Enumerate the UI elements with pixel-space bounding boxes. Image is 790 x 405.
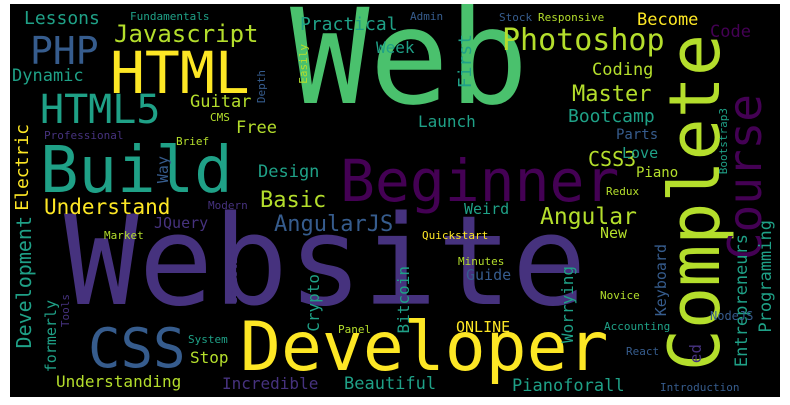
word-weird: Weird bbox=[464, 200, 510, 218]
word-guide: Guide bbox=[466, 266, 512, 284]
word-formerly: formerly bbox=[42, 300, 60, 373]
word-jquery: JQuery bbox=[154, 214, 209, 232]
word-incredible: Incredible bbox=[222, 374, 319, 393]
word-professional: Professional bbox=[44, 129, 124, 142]
word-stock: Stock bbox=[499, 11, 533, 24]
word-system: System bbox=[188, 333, 228, 346]
word-website: Website bbox=[64, 190, 587, 334]
word-development: Development bbox=[12, 216, 36, 349]
word-developer: Developer bbox=[240, 308, 609, 387]
word-practical: Practical bbox=[300, 14, 398, 35]
word-bootcamp: Bootcamp bbox=[568, 106, 655, 127]
word-php: PHP bbox=[30, 29, 99, 73]
word-parts: Parts bbox=[616, 127, 659, 143]
word-pianoforall: Pianoforall bbox=[512, 376, 625, 396]
word-angular: Angular bbox=[540, 204, 637, 230]
word-master: Master bbox=[572, 82, 652, 107]
word-design: Design bbox=[258, 162, 320, 182]
word-crypto: Crypto bbox=[304, 274, 323, 332]
word-love: Love bbox=[622, 144, 659, 162]
word-cloud: Web Website Complete Developer Build Cou… bbox=[10, 4, 780, 397]
word-programming: Programming bbox=[756, 220, 776, 333]
word-guitar: Guitar bbox=[190, 92, 252, 112]
word-free: Free bbox=[236, 118, 277, 138]
word-javascript: Javascript bbox=[114, 20, 259, 48]
word-modern: Modern bbox=[208, 199, 248, 212]
word-bootstrap3: Bootstrap3 bbox=[717, 108, 730, 175]
word-responsive: Responsive bbox=[538, 11, 605, 24]
word-introduction: Introduction bbox=[660, 381, 740, 394]
word-basic: Basic bbox=[260, 188, 327, 213]
word-code: Code bbox=[710, 22, 751, 42]
word-tools: Tools bbox=[59, 294, 72, 328]
word-react: React bbox=[626, 345, 660, 358]
word-keyboard: Keyboard bbox=[652, 244, 670, 317]
word-understanding: Understanding bbox=[56, 372, 182, 391]
word-online: ONLINE bbox=[456, 318, 511, 336]
word-brief: Brief bbox=[176, 135, 210, 148]
word-entrepreneurs: Entrepreneurs bbox=[732, 234, 752, 368]
word-way: Way bbox=[154, 156, 172, 184]
word-launch: Launch bbox=[418, 112, 476, 131]
word-css: CSS bbox=[88, 317, 186, 380]
word-cms: CMS bbox=[210, 111, 230, 124]
word-depth: Depth bbox=[255, 70, 268, 104]
word-panel: Panel bbox=[338, 323, 372, 336]
word-css3: CSS3 bbox=[588, 147, 637, 171]
word-market: Market bbox=[104, 229, 144, 242]
word-photoshop: Photoshop bbox=[502, 23, 665, 58]
word-ed: ed bbox=[686, 344, 705, 364]
word-web: Web bbox=[290, 4, 529, 135]
word-new: New bbox=[600, 224, 628, 242]
word-angularjs: AngularJS bbox=[274, 212, 394, 237]
word-accounting: Accounting bbox=[604, 320, 671, 333]
word-admin: Admin bbox=[410, 10, 444, 23]
word-dynamic: Dynamic bbox=[12, 66, 84, 86]
word-week: Week bbox=[376, 38, 415, 57]
word-understand: Understand bbox=[44, 195, 171, 219]
word-redux: Redux bbox=[606, 185, 640, 198]
word-novice: Novice bbox=[600, 289, 640, 302]
word-worrying: Worrying bbox=[558, 266, 577, 344]
word-easily: Easily bbox=[297, 44, 310, 84]
word-lessons: Lessons bbox=[24, 8, 100, 29]
word-html5: HTML5 bbox=[40, 87, 161, 133]
word-fundamentals: Fundamentals bbox=[130, 10, 210, 23]
word-bitcoin: Bitcoin bbox=[394, 266, 413, 334]
word-html: HTML bbox=[110, 39, 250, 107]
word-coding: Coding bbox=[592, 60, 654, 80]
word-minutes: Minutes bbox=[458, 255, 505, 268]
word-first: First bbox=[455, 34, 476, 89]
word-build: Build bbox=[40, 134, 233, 208]
word-electric: Electric bbox=[12, 124, 33, 211]
word-beginner: Beginner bbox=[340, 147, 620, 215]
word-stop: Stop bbox=[190, 348, 229, 367]
word-beautiful: Beautiful bbox=[344, 374, 437, 394]
word-become: Become bbox=[637, 10, 699, 30]
word-quickstart: Quickstart bbox=[422, 229, 489, 242]
word-piano: Piano bbox=[636, 165, 679, 181]
word-nodejs: NodeJS bbox=[710, 309, 754, 323]
word-investing: Investing bbox=[227, 244, 240, 304]
